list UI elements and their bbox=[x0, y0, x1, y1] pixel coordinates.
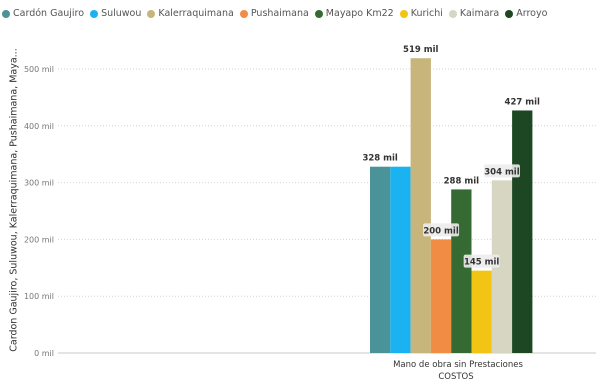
data-label: 145 mil bbox=[464, 258, 499, 268]
legend-marker-icon bbox=[314, 9, 323, 18]
legend-label: Mayapo Km22 bbox=[325, 8, 394, 19]
y-tick-label: 100 mil bbox=[24, 292, 54, 301]
data-label: 328 mil bbox=[362, 154, 397, 164]
data-label-background bbox=[483, 164, 520, 178]
bar-2[interactable] bbox=[410, 58, 431, 353]
bar-6[interactable] bbox=[491, 180, 513, 353]
legend-marker-icon bbox=[147, 9, 156, 18]
legend-marker-icon bbox=[2, 9, 10, 18]
legend-label: Kaimara bbox=[459, 8, 500, 19]
legend: Cardón Gaujiro Suluwou Kalerraquimana Pusha… bbox=[2, 8, 598, 19]
legend-item-5[interactable]: Kurichi bbox=[399, 8, 443, 19]
bar-3[interactable] bbox=[430, 239, 452, 353]
y-tick-label: 200 mil bbox=[24, 235, 54, 244]
legend-item-7[interactable]: Arroyo bbox=[505, 8, 547, 19]
bar-7[interactable] bbox=[512, 110, 533, 354]
x-axis-label: COSTOS bbox=[438, 372, 473, 380]
bar-1[interactable] bbox=[390, 166, 411, 353]
legend-marker-icon bbox=[448, 9, 457, 18]
legend-item-4[interactable]: Mayapo Km22 bbox=[314, 8, 394, 19]
y-tick-label: 400 mil bbox=[24, 122, 54, 131]
legend-item-0[interactable]: Cardón Gaujiro bbox=[2, 8, 84, 19]
y-tick-label: 300 mil bbox=[24, 179, 54, 188]
legend-label: Kurichi bbox=[410, 8, 443, 19]
y-tick-label: 0 mil bbox=[34, 349, 54, 358]
data-label-background bbox=[463, 254, 500, 268]
bar-0[interactable] bbox=[370, 166, 391, 353]
data-label: 519 mil bbox=[403, 45, 438, 55]
legend-marker-icon bbox=[90, 9, 99, 18]
bar-5[interactable] bbox=[471, 270, 492, 353]
legend-label: Cardón Gaujiro bbox=[13, 8, 85, 19]
legend-item-1[interactable]: Suluwou bbox=[90, 8, 141, 19]
data-label: 200 mil bbox=[423, 226, 458, 236]
category-label: Mano de obra sin Prestaciones bbox=[393, 360, 523, 370]
bar-4[interactable] bbox=[451, 189, 472, 353]
y-tick-label: 500 mil bbox=[24, 65, 54, 74]
legend-item-6[interactable]: Kaimara bbox=[448, 8, 500, 19]
legend-item-2[interactable]: Kalerraquimana bbox=[147, 8, 234, 19]
legend-marker-icon bbox=[399, 9, 408, 18]
legend-label: Suluwou bbox=[101, 8, 142, 19]
legend-label: Pushaimana bbox=[250, 8, 309, 19]
data-label: 304 mil bbox=[484, 167, 519, 177]
legend-marker-icon bbox=[505, 9, 514, 18]
legend-label: Arroyo bbox=[516, 8, 548, 19]
data-label-background bbox=[423, 223, 460, 237]
legend-marker-icon bbox=[239, 9, 248, 18]
legend-label: Kalerraquimana bbox=[158, 8, 234, 19]
data-label: 427 mil bbox=[505, 97, 540, 107]
data-label: 288 mil bbox=[444, 176, 479, 186]
legend-item-3[interactable]: Pushaimana bbox=[239, 8, 309, 19]
